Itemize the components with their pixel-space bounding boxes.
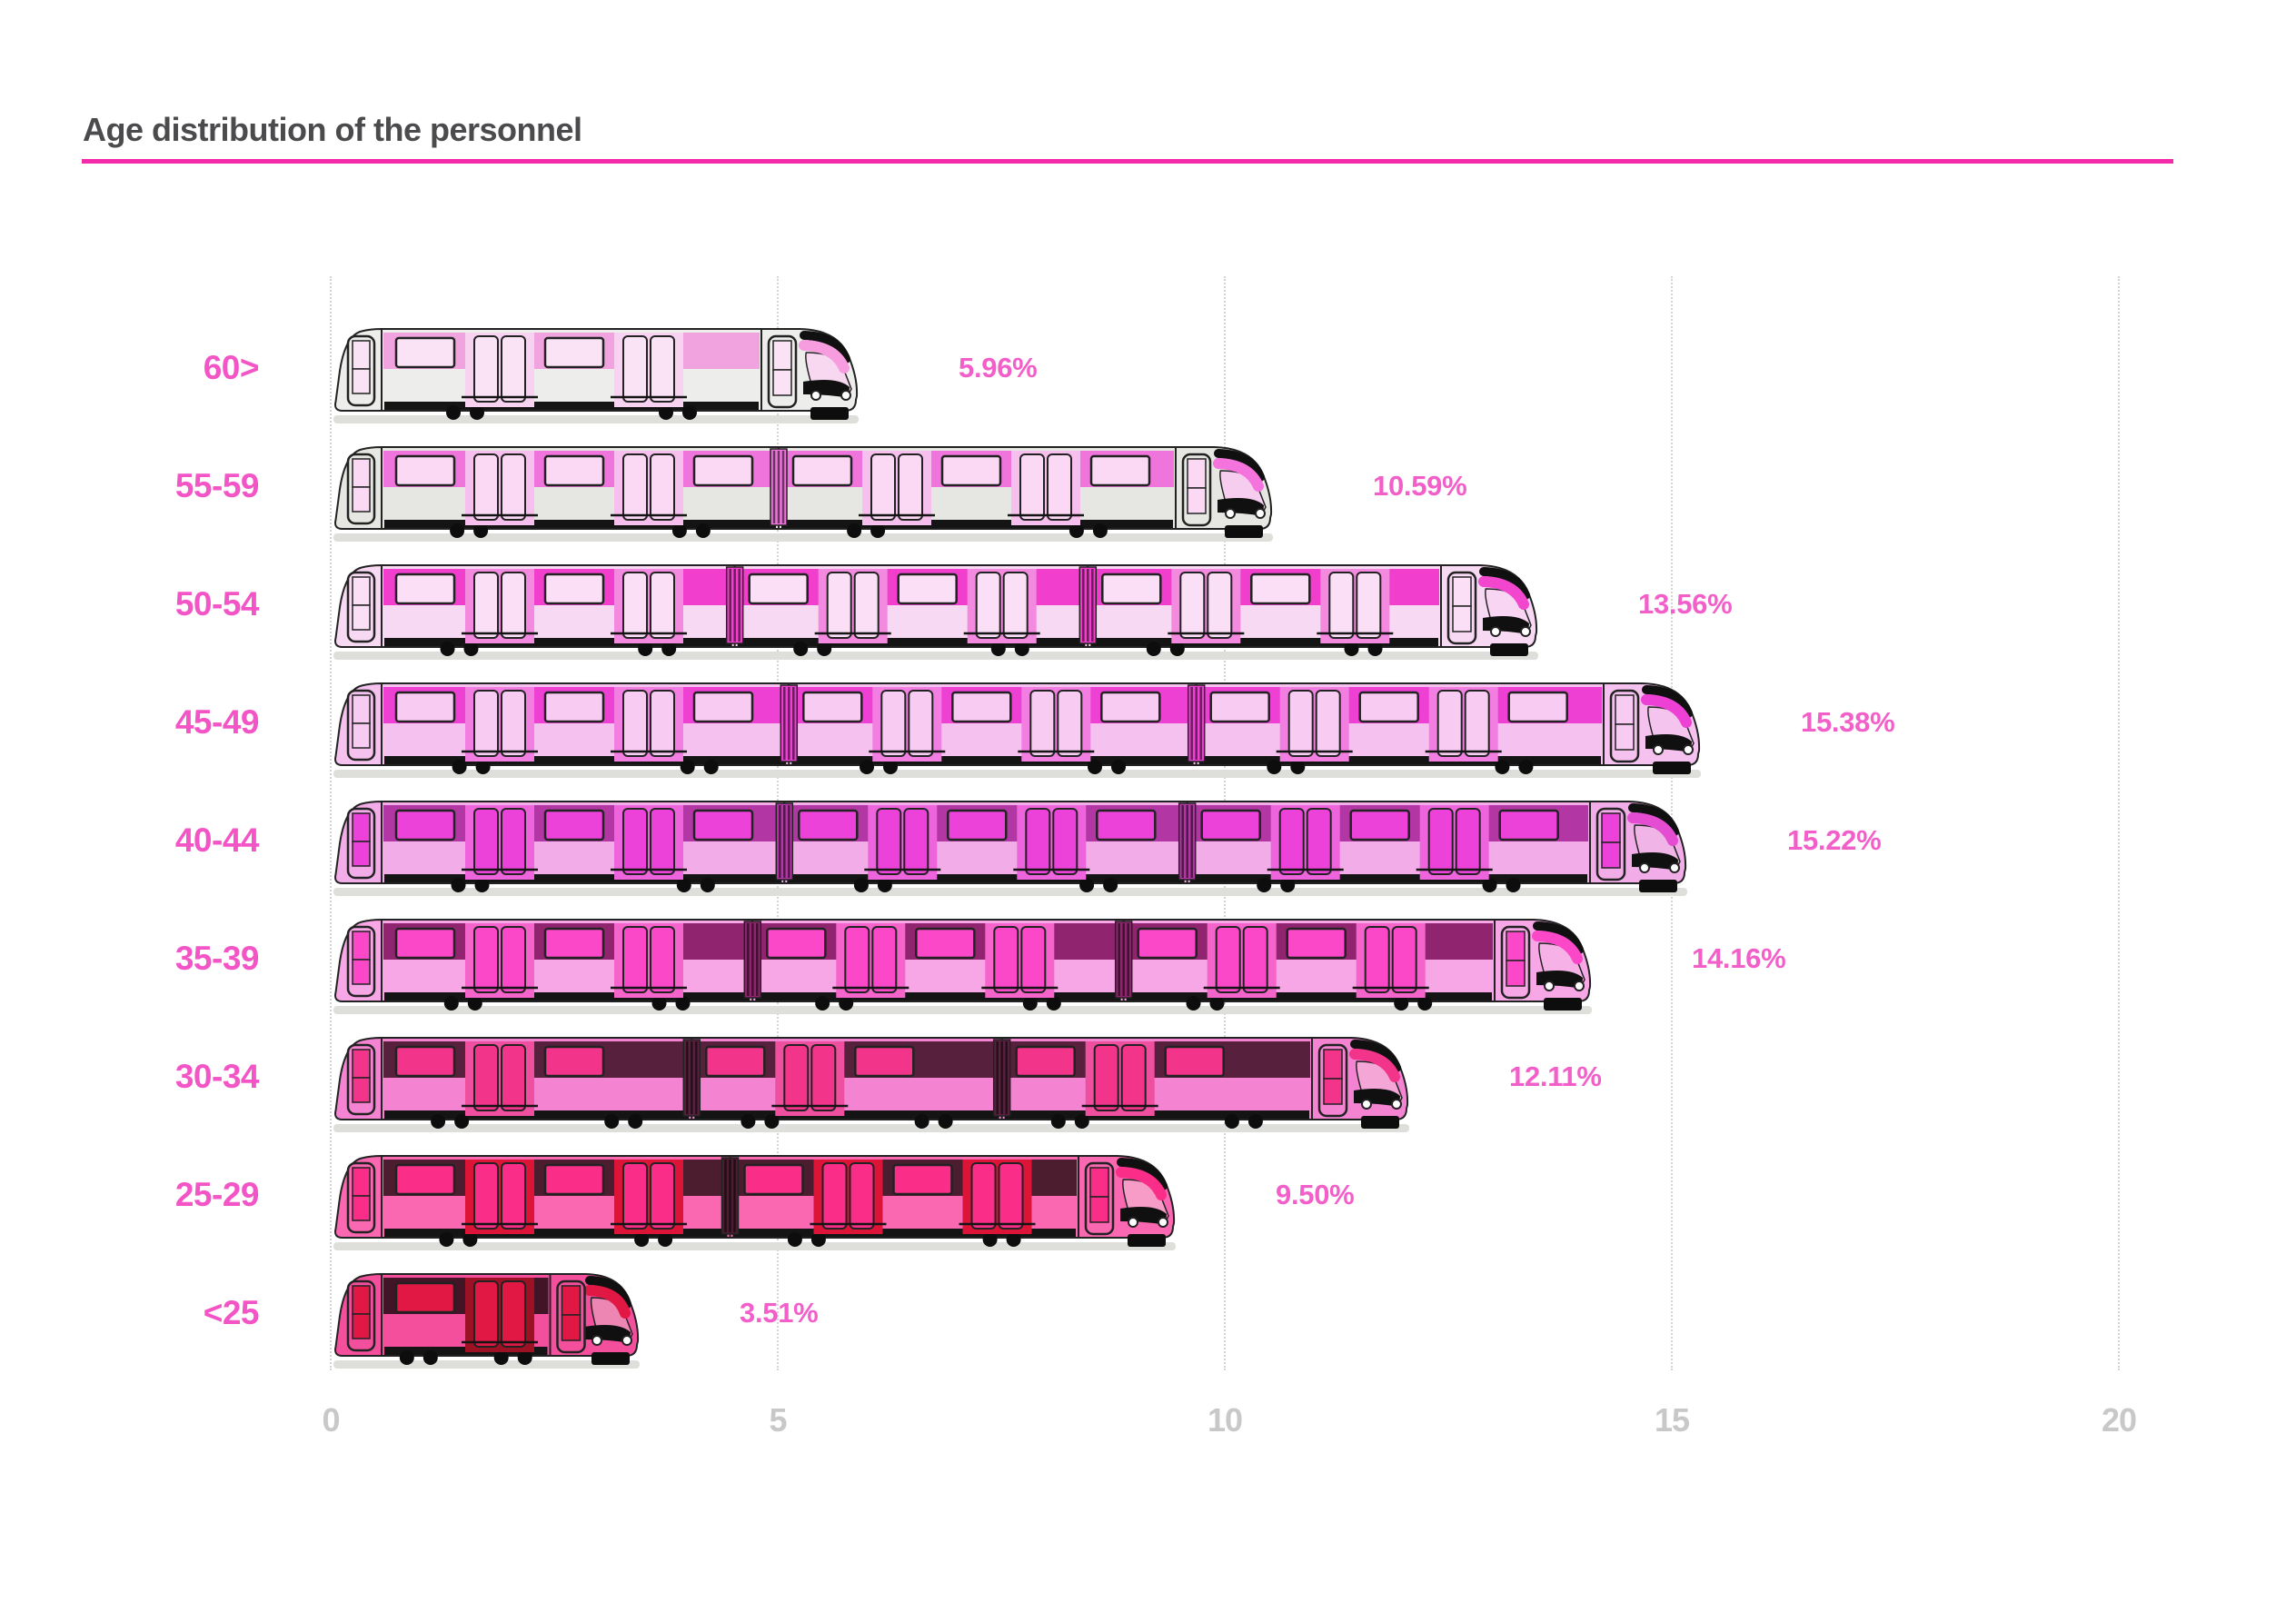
value-label: 5.96% bbox=[959, 352, 1038, 383]
train-pictogram bbox=[333, 1036, 1409, 1132]
page-title: Age distribution of the personnel bbox=[83, 111, 582, 148]
chart-row: <25 3.51% bbox=[0, 1254, 2296, 1372]
chart-row: 45-49 15.38% bbox=[0, 663, 2296, 782]
chart-row: 60> 5.96% bbox=[0, 309, 2296, 427]
value-label: 9.50% bbox=[1276, 1179, 1355, 1210]
value-label: 14.16% bbox=[1692, 942, 1786, 974]
row-label: 25-29 bbox=[174, 1176, 260, 1213]
row-label: 50-54 bbox=[174, 585, 260, 622]
row-label: 60> bbox=[203, 349, 260, 386]
chart-row: 50-54 13.56% bbox=[0, 545, 2296, 663]
value-label: 15.22% bbox=[1787, 824, 1882, 856]
title-underline bbox=[82, 159, 2173, 164]
train-pictogram bbox=[333, 1154, 1176, 1250]
row-label: 35-39 bbox=[174, 940, 260, 977]
chart-row: 55-59 10.59% bbox=[0, 427, 2296, 545]
train-pictogram bbox=[333, 445, 1273, 542]
row-label: 30-34 bbox=[174, 1058, 260, 1095]
chart-row: 30-34 12.11% bbox=[0, 1018, 2296, 1136]
train-pictogram bbox=[333, 1272, 640, 1369]
x-axis-tick-label: 0 bbox=[322, 1401, 340, 1439]
gridline-x20 bbox=[2118, 276, 2120, 1370]
train-pictogram bbox=[333, 563, 1538, 660]
gridline-x0 bbox=[330, 276, 332, 1370]
train-pictogram bbox=[333, 918, 1592, 1014]
train-pictogram bbox=[333, 800, 1687, 896]
x-axis-tick-label: 20 bbox=[2101, 1401, 2137, 1439]
chart-row: 40-44 15.22% bbox=[0, 782, 2296, 900]
row-label: <25 bbox=[203, 1294, 260, 1331]
train-pictogram bbox=[333, 682, 1701, 778]
value-label: 12.11% bbox=[1509, 1060, 1602, 1092]
value-label: 10.59% bbox=[1373, 470, 1467, 502]
x-axis-tick-label: 5 bbox=[769, 1401, 787, 1439]
value-label: 13.56% bbox=[1638, 588, 1733, 620]
value-label: 15.38% bbox=[1801, 706, 1895, 738]
train-pictogram bbox=[333, 327, 859, 423]
chart-row: 25-29 9.50% bbox=[0, 1136, 2296, 1254]
x-axis-tick-label: 15 bbox=[1654, 1401, 1690, 1439]
value-label: 3.51% bbox=[740, 1297, 819, 1329]
x-axis-tick-label: 10 bbox=[1207, 1401, 1243, 1439]
chart-row: 35-39 14.16% bbox=[0, 900, 2296, 1018]
row-label: 40-44 bbox=[174, 821, 260, 859]
row-label: 55-59 bbox=[174, 467, 260, 504]
row-label: 45-49 bbox=[174, 703, 260, 741]
